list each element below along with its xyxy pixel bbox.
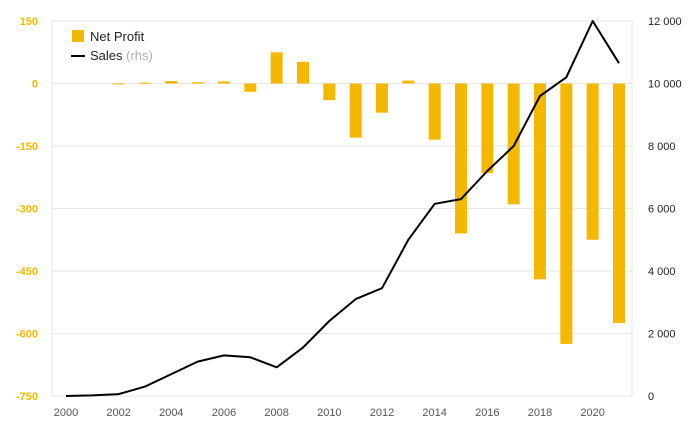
left-tick-label: -300	[16, 204, 38, 216]
bar-2018	[534, 83, 546, 280]
bar-2010	[323, 83, 336, 101]
legend-label-net-profit: Net Profit	[90, 29, 145, 44]
right-tick-label: 2 000	[648, 329, 676, 341]
bar-2019	[560, 83, 573, 344]
legend-swatch-net-profit	[72, 30, 84, 42]
bar-2008	[270, 52, 283, 84]
right-tick-label: 6 000	[648, 204, 676, 216]
sales-line-group	[65, 20, 620, 397]
x-tick-label: 2008	[264, 407, 288, 419]
right-tick-label: 8 000	[648, 141, 676, 153]
bar-2006	[218, 81, 230, 84]
x-tick-label: 2014	[422, 407, 446, 419]
x-tick-label: 2006	[212, 407, 236, 419]
bar-2002	[112, 83, 125, 85]
right-tick-label: 4 000	[648, 266, 676, 278]
bar-2013	[402, 80, 415, 84]
x-tick-label: 2020	[580, 407, 604, 419]
sales-line	[65, 20, 620, 397]
bar-2014	[428, 83, 441, 140]
left-tick-label: -150	[16, 141, 38, 153]
right-tick-label: 12 000	[648, 16, 682, 28]
bar-2004	[165, 81, 178, 84]
left-tick-label: -750	[16, 391, 38, 403]
bar-2015	[455, 83, 467, 234]
left-tick-label: 150	[20, 16, 38, 28]
legend-label-sales: Sales (rhs)	[90, 48, 153, 63]
right-tick-label: 0	[648, 391, 654, 403]
x-tick-label: 2000	[54, 407, 78, 419]
left-tick-label: -450	[16, 266, 38, 278]
bar-2005	[191, 82, 204, 84]
left-tick-label: -600	[16, 329, 38, 341]
net-profit-bars	[112, 52, 625, 344]
bar-2007	[244, 83, 257, 92]
bar-2020	[586, 83, 599, 240]
left-axis-ticks: 150 0 -150 -300 -450 -600 -750	[16, 16, 38, 403]
right-axis-ticks: 12 000 10 000 8 000 6 000 4 000 2 000 0	[648, 16, 682, 403]
x-tick-label: 2010	[317, 407, 341, 419]
x-axis-ticks: 2000 2002 2004 2006 2008 2010 2012 2014 2016 2018…	[54, 407, 605, 419]
left-tick-label: 0	[32, 79, 38, 91]
x-tick-label: 2002	[106, 407, 130, 419]
bar-2009	[297, 61, 309, 84]
right-tick-label: 10 000	[648, 79, 682, 91]
x-tick-label: 2016	[475, 407, 499, 419]
bar-2012	[376, 83, 388, 113]
x-tick-label: 2004	[159, 407, 183, 419]
bar-2003	[139, 82, 151, 84]
x-tick-label: 2012	[370, 407, 394, 419]
legend-note-rhs: (rhs)	[126, 48, 153, 63]
x-tick-label: 2018	[528, 407, 552, 419]
bar-2011	[349, 83, 362, 138]
bar-2021	[613, 83, 625, 324]
bar-2016	[481, 83, 494, 174]
legend: Net Profit Sales (rhs)	[71, 29, 153, 63]
